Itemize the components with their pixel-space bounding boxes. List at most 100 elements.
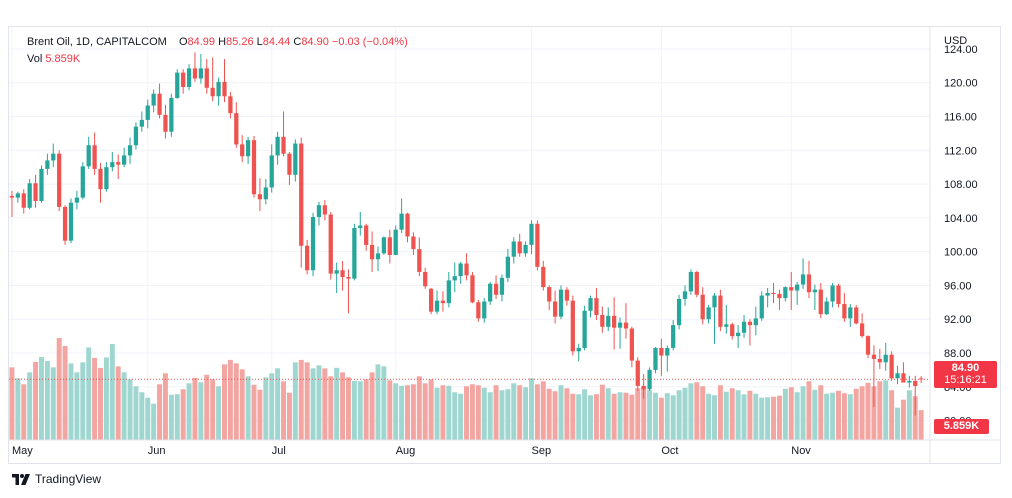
- volume-bar: [251, 384, 257, 440]
- volume-bar: [871, 386, 877, 440]
- legend-volume-row: Vol 5.859K: [27, 53, 80, 65]
- last-price-badge: 84.90 15:16:21: [934, 361, 997, 388]
- candle-body: [293, 143, 298, 175]
- volume-bar: [186, 383, 192, 440]
- legend-interval[interactable]: 1D: [75, 36, 90, 48]
- volume-bar: [56, 338, 62, 440]
- candle-body: [186, 68, 192, 87]
- volume-bar: [458, 393, 464, 440]
- volume-bar: [682, 387, 688, 440]
- candle-body: [198, 68, 204, 79]
- volume-bar: [700, 386, 706, 440]
- volume-bar: [281, 381, 287, 440]
- candle-body: [671, 325, 676, 348]
- candle-body: [493, 283, 499, 295]
- candle-body: [340, 270, 345, 277]
- legend-vol-label[interactable]: Vol: [27, 53, 43, 65]
- volume-bar: [511, 383, 517, 440]
- volume-bar: [605, 388, 611, 440]
- volume-bar: [918, 410, 924, 440]
- volume-bar: [98, 367, 103, 440]
- volume-bar: [109, 343, 115, 440]
- volume-bar: [334, 367, 340, 440]
- candle-body: [434, 300, 440, 312]
- candle-body: [21, 193, 26, 208]
- legend-symbol[interactable]: Brent Oil: [27, 36, 70, 48]
- candle-body: [842, 304, 847, 319]
- candle-body: [269, 155, 274, 188]
- candle-body: [33, 183, 38, 201]
- volume-bar: [198, 382, 204, 440]
- candle-body: [777, 293, 782, 299]
- volume-bar: [517, 385, 523, 440]
- volume-bar: [103, 357, 109, 440]
- volume-bar: [717, 385, 723, 440]
- candle-body: [175, 72, 180, 98]
- candle-body: [547, 287, 552, 302]
- volume-bar: [564, 388, 570, 440]
- volume-bar: [765, 397, 771, 440]
- footer-brand[interactable]: TradingView: [35, 472, 102, 486]
- chart-pane[interactable]: USD 124.00 120.00 116.00 112.00 108.00 104.00 1…: [8, 26, 1001, 464]
- volume-bar: [363, 379, 369, 440]
- volume-bar: [558, 385, 564, 440]
- candle-body: [877, 358, 882, 363]
- y-tick-label: 92.00: [944, 314, 972, 326]
- candle-body: [517, 241, 522, 254]
- time-axis[interactable]: May Jun Jul Aug Sep Oct Nov: [9, 439, 1000, 457]
- candle-body: [110, 162, 115, 168]
- volume-bar: [210, 379, 216, 440]
- volume-bar: [328, 376, 334, 440]
- candle-body: [564, 289, 570, 301]
- legend-exchange: CAPITALCOM: [96, 36, 167, 48]
- candle-body: [848, 307, 853, 319]
- candle-body: [417, 249, 422, 272]
- legend-open-label: O: [178, 36, 188, 48]
- volume-bar: [68, 363, 74, 440]
- candle-body: [606, 315, 611, 327]
- volume-bar: [658, 397, 664, 440]
- volume-bar: [322, 368, 328, 440]
- candle-body: [859, 323, 865, 337]
- candle-body: [830, 285, 835, 302]
- candle-body: [133, 126, 139, 146]
- candle-body: [789, 287, 794, 291]
- volume-bar: [357, 381, 363, 440]
- candle-body: [9, 195, 15, 198]
- volume-bar: [86, 347, 92, 440]
- candle-body: [913, 380, 918, 386]
- candle-body: [747, 321, 753, 326]
- candle-body: [665, 347, 670, 356]
- volume-bar: [245, 376, 251, 440]
- candle-body: [771, 293, 776, 295]
- candle-body: [682, 291, 688, 299]
- volume-bar: [15, 378, 21, 440]
- candle-body: [883, 354, 888, 363]
- candle-body: [281, 136, 286, 154]
- volume-bar: [440, 385, 446, 440]
- candle-body: [39, 168, 44, 201]
- volume-bar: [523, 387, 529, 440]
- candle-body: [812, 289, 818, 293]
- volume-bar: [369, 372, 375, 440]
- candle-body: [612, 315, 617, 328]
- candle-body: [470, 275, 475, 303]
- volume-bar: [286, 392, 292, 440]
- legend-close-label: C: [293, 36, 302, 48]
- candle-body: [865, 336, 871, 355]
- volume-bar: [570, 393, 576, 440]
- tradingview-logo-icon[interactable]: [12, 473, 30, 485]
- volume-bar: [145, 397, 151, 440]
- volume-bar: [493, 385, 499, 440]
- candle-body: [369, 244, 375, 260]
- candle-body: [854, 307, 859, 324]
- candle-body: [676, 298, 682, 326]
- candle-body: [907, 380, 912, 383]
- candle-body: [62, 206, 68, 241]
- volume-bar: [841, 393, 847, 440]
- volume-bar: [706, 393, 712, 440]
- candle-body: [535, 223, 540, 267]
- candle-body: [216, 81, 221, 97]
